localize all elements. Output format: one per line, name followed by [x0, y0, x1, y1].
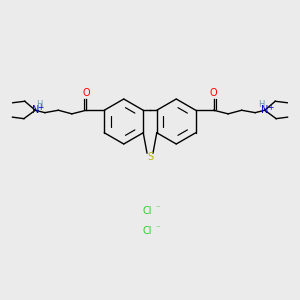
Text: ⁻: ⁻ [155, 205, 160, 214]
Text: N: N [261, 105, 268, 115]
Text: H: H [36, 100, 42, 109]
Text: S: S [147, 152, 153, 162]
Text: Cl: Cl [142, 206, 152, 217]
Text: +: + [38, 103, 44, 112]
Text: O: O [82, 88, 90, 98]
Text: ⁻: ⁻ [155, 224, 160, 233]
Text: H: H [258, 100, 264, 109]
Text: N: N [32, 105, 39, 115]
Text: O: O [210, 88, 218, 98]
Text: +: + [267, 103, 273, 112]
Text: Cl: Cl [142, 226, 152, 236]
